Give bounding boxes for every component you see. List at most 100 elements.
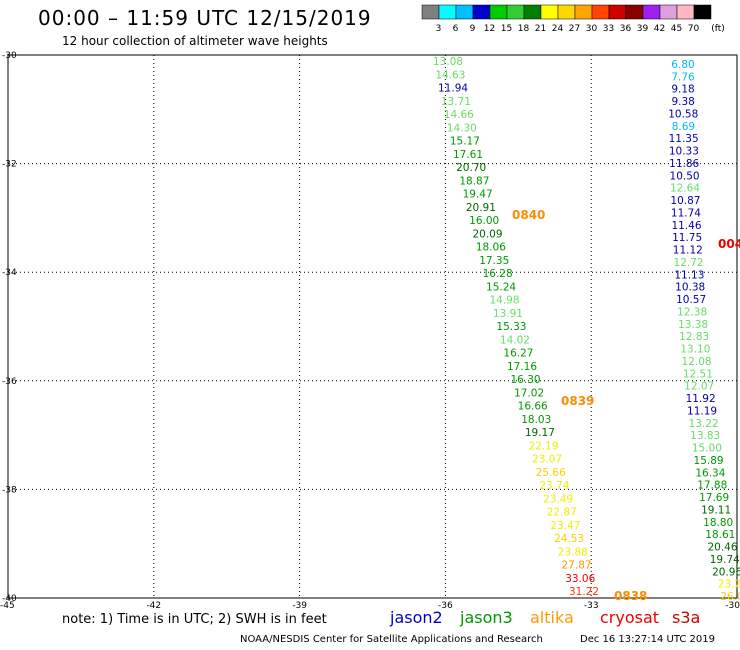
colorbar-label: 3 xyxy=(436,24,442,34)
lon-tick-label: -33 xyxy=(584,601,599,608)
legend-cryosat: cryosat xyxy=(600,608,660,627)
swh-value: 11.86 xyxy=(669,158,699,170)
swh-value: 27.87 xyxy=(562,560,592,572)
swh-value: 15.89 xyxy=(694,455,724,467)
swh-value: 20.46 xyxy=(707,542,737,554)
legend-altika: altika xyxy=(530,608,574,627)
swh-value: 23.47 xyxy=(550,520,580,532)
swh-value: 23.07 xyxy=(532,454,562,466)
swh-value: 20.91 xyxy=(466,202,496,214)
swh-value: 17.69 xyxy=(699,492,729,504)
swh-value: 11.75 xyxy=(672,232,702,244)
footer-timestamp: Dec 16 13:27:14 UTC 2019 xyxy=(580,634,715,645)
swh-value: 12.07 xyxy=(684,381,714,393)
swh-value: 14.66 xyxy=(444,109,474,121)
swh-value: 10.87 xyxy=(670,195,700,207)
swh-value: 16.00 xyxy=(469,215,499,227)
swh-value: 14.98 xyxy=(489,295,519,307)
swh-value: 18.80 xyxy=(703,517,733,529)
swh-value: 11.13 xyxy=(674,269,704,281)
swh-value: 25.66 xyxy=(536,467,566,479)
swh-value: 10.33 xyxy=(669,146,699,158)
swh-value: 10.57 xyxy=(676,294,706,306)
swh-value: 19.11 xyxy=(701,504,731,516)
swh-value: 12.64 xyxy=(670,183,700,195)
swh-value: 18.03 xyxy=(521,414,551,426)
colorbar-label: 12 xyxy=(484,24,495,34)
lon-tick-label: -45 xyxy=(0,601,15,608)
swh-value: 31.22 xyxy=(569,586,599,598)
swh-value: 19.47 xyxy=(463,189,493,201)
legend-jason2: jason2 xyxy=(390,608,443,627)
swh-value: 13.22 xyxy=(689,418,719,430)
swh-value: 17.02 xyxy=(514,387,544,399)
swh-value: 9.38 xyxy=(671,96,694,108)
lat-tick-label: -38 xyxy=(2,485,17,495)
swh-value: 16.66 xyxy=(518,401,548,413)
colorbar-label: 33 xyxy=(603,24,614,34)
colorbar-unit: (ft) xyxy=(711,24,725,34)
swh-value: 18.06 xyxy=(476,242,506,254)
swh-value: 17.35 xyxy=(479,255,509,267)
swh-value: 14.02 xyxy=(500,334,530,346)
swh-value: 16.28 xyxy=(483,268,513,280)
color-scale-bar: 3 6 9 12 15 18 21 24 27 30 33 36 39 42 45 70 (ft) xyxy=(421,4,725,34)
swh-value: 26.0 xyxy=(720,591,740,603)
swh-value: 15.00 xyxy=(692,443,722,455)
swh-value: 14.63 xyxy=(435,69,465,81)
colorbar-label: 36 xyxy=(620,24,632,34)
swh-value: 11.74 xyxy=(671,207,701,219)
swh-value: 10.38 xyxy=(675,282,705,294)
swh-value: 11.94 xyxy=(438,83,468,95)
colorbar-label: 24 xyxy=(552,24,564,34)
swh-value: 13.71 xyxy=(441,96,471,108)
colorbar-label: 15 xyxy=(501,24,512,34)
swh-value: 12.83 xyxy=(679,331,709,343)
swh-value: 7.76 xyxy=(671,71,695,83)
swh-value: 12.51 xyxy=(683,368,713,380)
swh-value: 6.80 xyxy=(671,59,694,71)
lat-tick-label: -40 xyxy=(2,594,17,604)
pass-time-label: 0838 xyxy=(614,589,647,603)
wave-height-map: -30 -32 -34 -36 -38 -40-45 -42 -39 -36 -33 -30 13.0… xyxy=(0,51,740,608)
swh-value: 33.06 xyxy=(565,573,595,585)
lat-tick-label: -34 xyxy=(2,268,17,278)
swh-value: 11.12 xyxy=(673,245,703,257)
swh-value: 20.96 xyxy=(712,566,740,578)
swh-value: 20.70 xyxy=(456,162,486,174)
swh-value: 19.74 xyxy=(710,554,740,566)
lat-tick-label: -36 xyxy=(2,377,17,387)
swh-value: 23.49 xyxy=(543,493,573,505)
swh-value: 15.33 xyxy=(496,321,526,333)
colorbar-label: 30 xyxy=(586,24,598,34)
swh-value: 11.46 xyxy=(671,220,701,232)
lon-tick-label: -39 xyxy=(292,601,307,608)
swh-value: 18.61 xyxy=(705,529,735,541)
pass-time-label: 004 xyxy=(718,237,740,251)
swh-value: 23.88 xyxy=(558,546,588,558)
swh-value: 13.08 xyxy=(433,56,463,68)
swh-value: 17.88 xyxy=(697,480,727,492)
colorbar-label: 70 xyxy=(688,24,700,34)
swh-value: 13.83 xyxy=(690,430,720,442)
swh-value: 11.35 xyxy=(669,133,699,145)
colorbar-label: 18 xyxy=(518,24,530,34)
swh-value: 15.17 xyxy=(450,136,480,148)
lat-tick-label: -32 xyxy=(2,160,17,170)
swh-value: 10.50 xyxy=(670,170,700,182)
swh-value: 11.19 xyxy=(687,405,717,417)
legend-s3a: s3a xyxy=(672,608,701,627)
swh-value: 16.34 xyxy=(695,467,725,479)
swh-value: 8.69 xyxy=(672,121,695,133)
swh-value: 22.19 xyxy=(528,440,558,452)
swh-value: 11.92 xyxy=(686,393,716,405)
pass-time-label: 0839 xyxy=(561,394,594,408)
swh-value: 22.87 xyxy=(547,507,577,519)
swh-value: 12.08 xyxy=(682,356,712,368)
swh-value: 13.38 xyxy=(678,319,708,331)
swh-value: 12.72 xyxy=(674,257,704,269)
swh-value: 17.16 xyxy=(507,361,537,373)
colorbar-label: 45 xyxy=(671,24,682,34)
legend-jason3: jason3 xyxy=(460,608,513,627)
swh-value: 15.24 xyxy=(486,281,516,293)
